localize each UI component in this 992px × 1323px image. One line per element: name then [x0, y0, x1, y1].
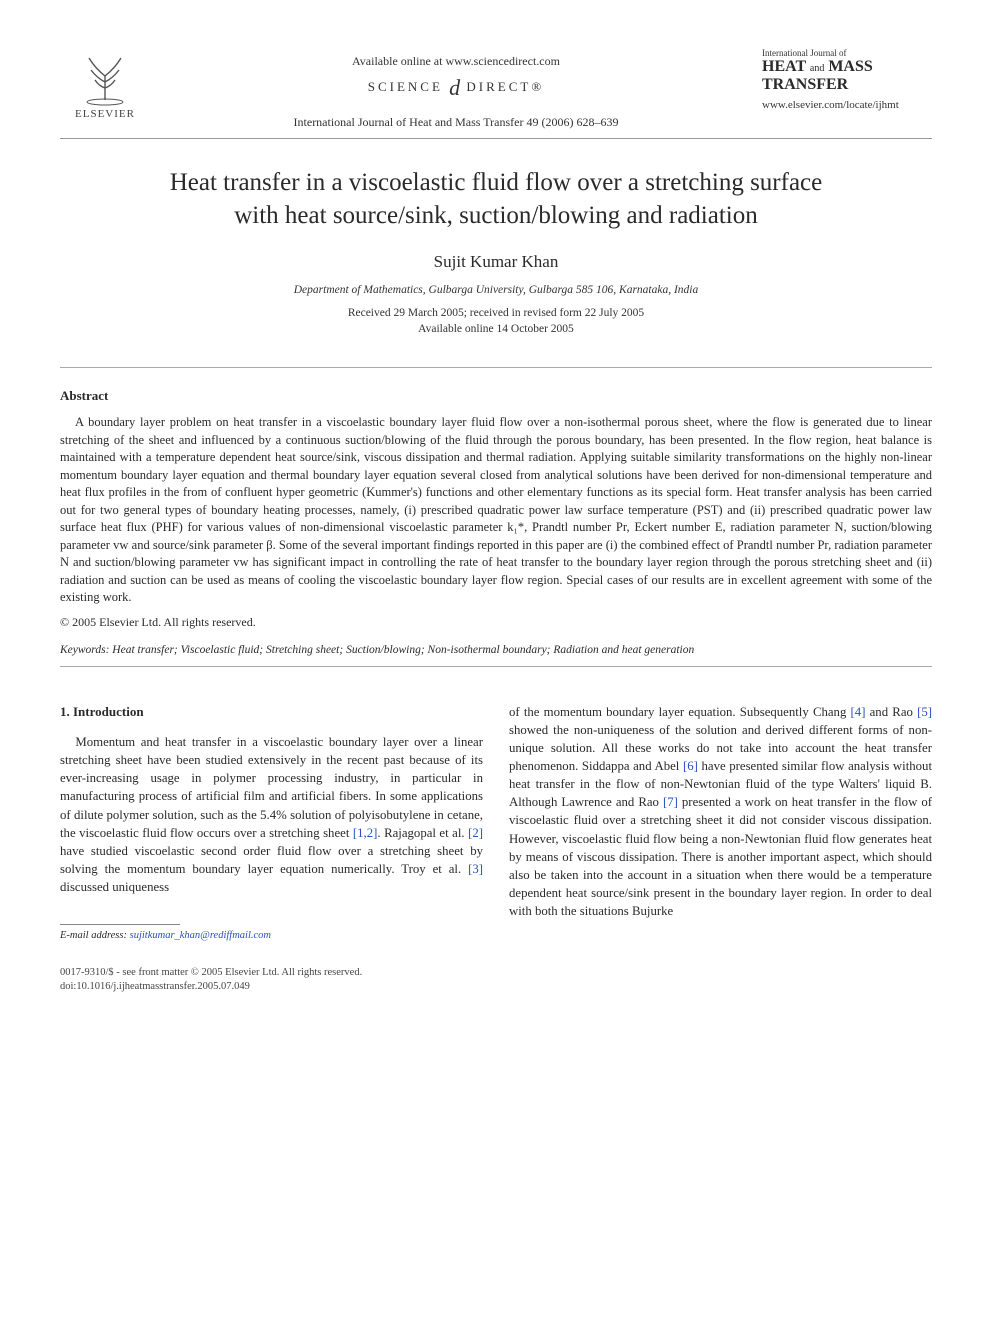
header-row: ELSEVIER Available online at www.science… [60, 48, 932, 130]
intro-paragraph-right: of the momentum boundary layer equation.… [509, 703, 932, 921]
author-name: Sujit Kumar Khan [60, 252, 932, 272]
logo-mass: MASS [828, 58, 872, 75]
sd-word2: DIRECT® [466, 79, 544, 94]
citation-6[interactable]: [6] [683, 759, 698, 773]
citation-4[interactable]: [4] [851, 705, 866, 719]
body-columns: 1. Introduction Momentum and heat transf… [60, 703, 932, 945]
citation-3[interactable]: [3] [468, 862, 483, 876]
intro-text-r2: and Rao [865, 705, 917, 719]
citation-1-2[interactable]: [1,2] [353, 826, 378, 840]
article-dates: Received 29 March 2005; received in revi… [60, 306, 932, 337]
intro-text-2: . Rajagopal et al. [377, 826, 468, 840]
abstract-top-rule [60, 367, 932, 368]
page: ELSEVIER Available online at www.science… [0, 0, 992, 1035]
title-line-1: Heat transfer in a viscoelastic fluid fl… [170, 169, 823, 196]
copyright-line: © 2005 Elsevier Ltd. All rights reserved… [60, 615, 932, 630]
available-online-text: Available online at www.sciencedirect.co… [150, 54, 762, 69]
sd-word1: SCIENCE [368, 79, 443, 94]
citation-7[interactable]: [7] [663, 795, 678, 809]
keywords-label: Keywords: [60, 644, 109, 656]
footnote-separator [60, 924, 180, 925]
science-direct-logo: SCIENCE d DIRECT® [150, 75, 762, 101]
publisher-label: ELSEVIER [75, 108, 135, 120]
intro-text-4: discussed uniqueness [60, 880, 169, 894]
intro-text-1: Momentum and heat transfer in a viscoela… [60, 735, 483, 840]
issn-line: 0017-9310/$ - see front matter © 2005 El… [60, 967, 362, 978]
locate-url: www.elsevier.com/locate/ijhmt [762, 99, 932, 111]
abstract-heading: Abstract [60, 388, 932, 404]
introduction-heading: 1. Introduction [60, 703, 483, 721]
logo-heat: HEAT [762, 58, 806, 75]
affiliation: Department of Mathematics, Gulbarga Univ… [60, 284, 932, 296]
footnote: E-mail address: sujitkumar_khan@rediffma… [60, 929, 483, 944]
logo-and: and [810, 63, 824, 74]
footer-block: 0017-9310/$ - see front matter © 2005 El… [60, 966, 932, 994]
abstract-bottom-rule [60, 666, 932, 667]
journal-logo-big: HEAT and MASS TRANSFER [762, 58, 932, 93]
journal-reference: International Journal of Heat and Mass T… [150, 115, 762, 130]
intro-paragraph-left: Momentum and heat transfer in a viscoela… [60, 733, 483, 896]
center-header: Available online at www.sciencedirect.co… [150, 48, 762, 130]
abstract-paragraph: A boundary layer problem on heat transfe… [60, 414, 932, 607]
dates-line-1: Received 29 March 2005; received in revi… [348, 307, 644, 319]
doi-line: doi:10.1016/j.ijheatmasstransfer.2005.07… [60, 981, 250, 992]
right-column: of the momentum boundary layer equation.… [509, 703, 932, 945]
intro-text-r1: of the momentum boundary layer equation.… [509, 705, 851, 719]
dates-line-2: Available online 14 October 2005 [418, 323, 574, 335]
keywords-line: Keywords: Heat transfer; Viscoelastic fl… [60, 644, 932, 656]
citation-2[interactable]: [2] [468, 826, 483, 840]
journal-logo-small: International Journal of [762, 48, 932, 58]
footnote-email-link[interactable]: sujitkumar_khan@rediffmail.com [130, 930, 271, 941]
elsevier-tree-icon [75, 48, 135, 108]
journal-logo-block: International Journal of HEAT and MASS T… [762, 48, 932, 111]
publisher-logo-block: ELSEVIER [60, 48, 150, 120]
logo-transfer: TRANSFER [762, 76, 848, 93]
footnote-label: E-mail address: [60, 930, 127, 941]
keywords-text: Heat transfer; Viscoelastic fluid; Stret… [109, 644, 694, 656]
abstract-body: A boundary layer problem on heat transfe… [60, 414, 932, 607]
citation-5[interactable]: [5] [917, 705, 932, 719]
left-column: 1. Introduction Momentum and heat transf… [60, 703, 483, 945]
article-title: Heat transfer in a viscoelastic fluid fl… [60, 167, 932, 232]
sd-at-icon: d [449, 75, 460, 100]
intro-text-3: have studied viscoelastic second order f… [60, 844, 483, 876]
intro-text-r5: presented a work on heat transfer in the… [509, 795, 932, 918]
header-rule [60, 138, 932, 139]
title-line-2: with heat source/sink, suction/blowing a… [234, 202, 758, 229]
